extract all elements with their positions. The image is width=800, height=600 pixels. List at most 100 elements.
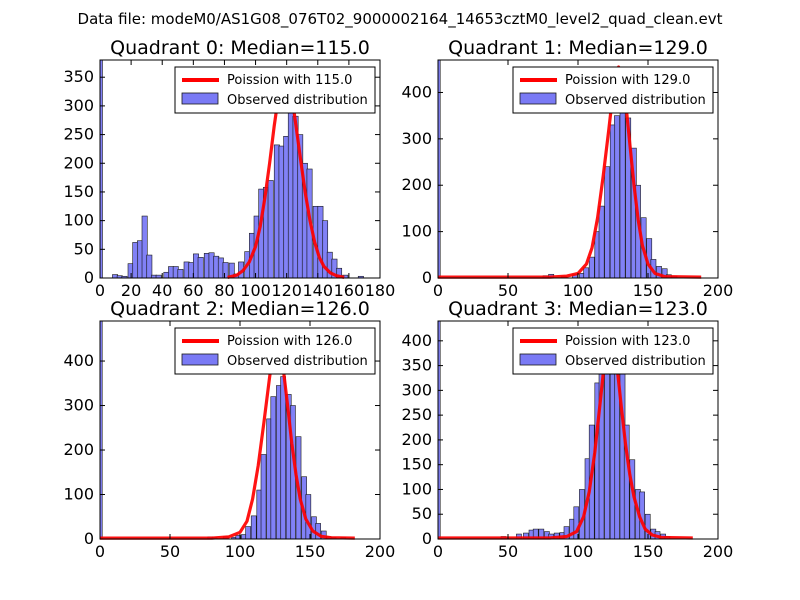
histogram-bar [604,347,610,540]
chart-panel-0: Quadrant 0: Median=115.00 20 40 60 80 100 120 1… [63,37,395,300]
x-tick-label: 180 [365,281,396,300]
y-tick-label: 0 [422,268,432,287]
legend-bar-swatch [181,353,219,366]
y-tick-label: 300 [401,380,432,399]
x-tick-label: 0 [95,281,105,300]
x-tick-label: 50 [160,542,180,561]
legend-box [512,66,714,114]
x-tick-label: 0 [95,542,105,561]
x-tick-label: 200 [703,542,734,561]
histogram-bar [267,180,274,279]
legend-label-poisson: Poission with 126.0 [227,334,352,349]
y-tick-label: 400 [63,351,94,370]
histogram-bar [619,108,626,279]
x-tick-label: 120 [271,281,302,300]
legend: Poission with 126.0 Observed distribution [174,327,376,375]
y-tick-label: 400 [401,331,432,350]
x-tick-label: 150 [633,542,664,561]
y-tick-label: 100 [63,211,94,230]
histogram-bar [614,115,620,279]
x-tick-label: 100 [563,281,594,300]
x-tick-label: 140 [303,281,334,300]
y-tick-label: 350 [401,356,432,375]
x-tick-label: 20 [121,281,141,300]
y-tick-label: 200 [401,175,432,194]
figure-suptitle: Data file: modeM0/AS1G08_076T02_90000021… [78,10,723,29]
x-tick-label: 0 [433,281,443,300]
legend-label-poisson: Poission with 115.0 [227,73,352,88]
chart-panel-3: Quadrant 3: Median=123.00 50 100 150 2000501… [401,298,733,561]
plot-frame [99,59,381,279]
x-tick-label: 200 [703,281,734,300]
y-tick-label: 50 [74,239,94,258]
histogram-bar [260,454,267,540]
chart-panel-1: Quadrant 1: Median=129.0 0 50 100 150 200 0 100… [401,37,733,300]
x-tick-label: 100 [563,542,594,561]
legend-box [174,327,376,375]
histogram-bar [146,254,153,279]
legend: Poission with 123.0 Observed distribution [512,327,714,375]
histogram-bar [598,205,605,279]
y-tick-label: 200 [63,440,94,459]
y-tick-label: 300 [401,129,432,148]
x-tick-label: 0 [433,542,443,561]
y-tick-label: 150 [63,182,94,201]
legend-label-observed: Observed distribution [565,93,706,108]
legend-bar-swatch [519,92,557,105]
y-tick-label: 200 [401,430,432,449]
chart-panels: Quadrant 0: Median=115.00 20 40 60 80 100 120 1… [63,37,733,561]
histogram-bar [197,257,204,279]
x-tick-label: 80 [214,281,234,300]
y-tick-label: 350 [63,67,94,86]
histogram-bar [177,269,184,279]
x-tick-label: 100 [240,281,271,300]
y-tick-label: 250 [401,405,432,424]
legend-label-observed: Observed distribution [227,93,368,108]
legend-label-observed: Observed distribution [565,354,706,369]
y-tick-label: 0 [422,529,432,548]
legend-box [174,66,376,114]
x-tick-label: 50 [498,281,518,300]
legend-label-poisson: Poission with 123.0 [565,334,690,349]
x-tick-label: 160 [334,281,365,300]
y-tick-label: 150 [401,455,432,474]
legend-box [512,327,714,375]
legend-label-observed: Observed distribution [227,354,368,369]
y-tick-label: 200 [63,153,94,172]
y-tick-label: 50 [412,504,432,523]
x-tick-label: 200 [365,542,396,561]
y-tick-label: 250 [63,125,94,144]
histogram-bar [588,256,595,279]
histogram-bar [245,526,251,540]
chart-title: Quadrant 0: Median=115.0 [110,37,370,59]
y-tick-label: 300 [63,96,94,115]
histogram-bar [270,396,277,540]
legend: Poission with 129.0 Observed distribution [512,66,714,114]
y-tick-label: 0 [84,529,94,548]
x-tick-label: 40 [152,281,172,300]
histogram-bar [222,262,229,279]
y-tick-label: 100 [401,222,432,241]
legend-bar-swatch [181,92,219,105]
y-tick-label: 100 [401,479,432,498]
y-tick-label: 0 [84,268,94,287]
y-tick-label: 100 [63,485,94,504]
x-tick-label: 100 [225,542,256,561]
x-tick-label: 150 [633,281,664,300]
legend-bar-swatch [519,353,557,366]
histogram-bar [250,515,257,540]
chart-title: Quadrant 3: Median=123.0 [448,298,708,320]
y-tick-label: 400 [401,82,432,101]
histogram-bar [604,166,611,279]
x-tick-label: 50 [498,542,518,561]
legend: Poission with 115.0 Observed distribution [174,66,376,114]
y-tick-label: 300 [63,396,94,415]
chart-title: Quadrant 2: Median=126.0 [110,298,370,320]
legend-label-poisson: Poission with 129.0 [565,73,690,88]
histogram-bar [280,376,286,540]
chart-panel-2: Quadrant 2: Median=126.0 0 50 100 150 200 0 100… [63,298,395,561]
x-tick-label: 150 [295,542,326,561]
histogram-bar [583,267,590,279]
chart-title: Quadrant 1: Median=129.0 [448,37,708,59]
